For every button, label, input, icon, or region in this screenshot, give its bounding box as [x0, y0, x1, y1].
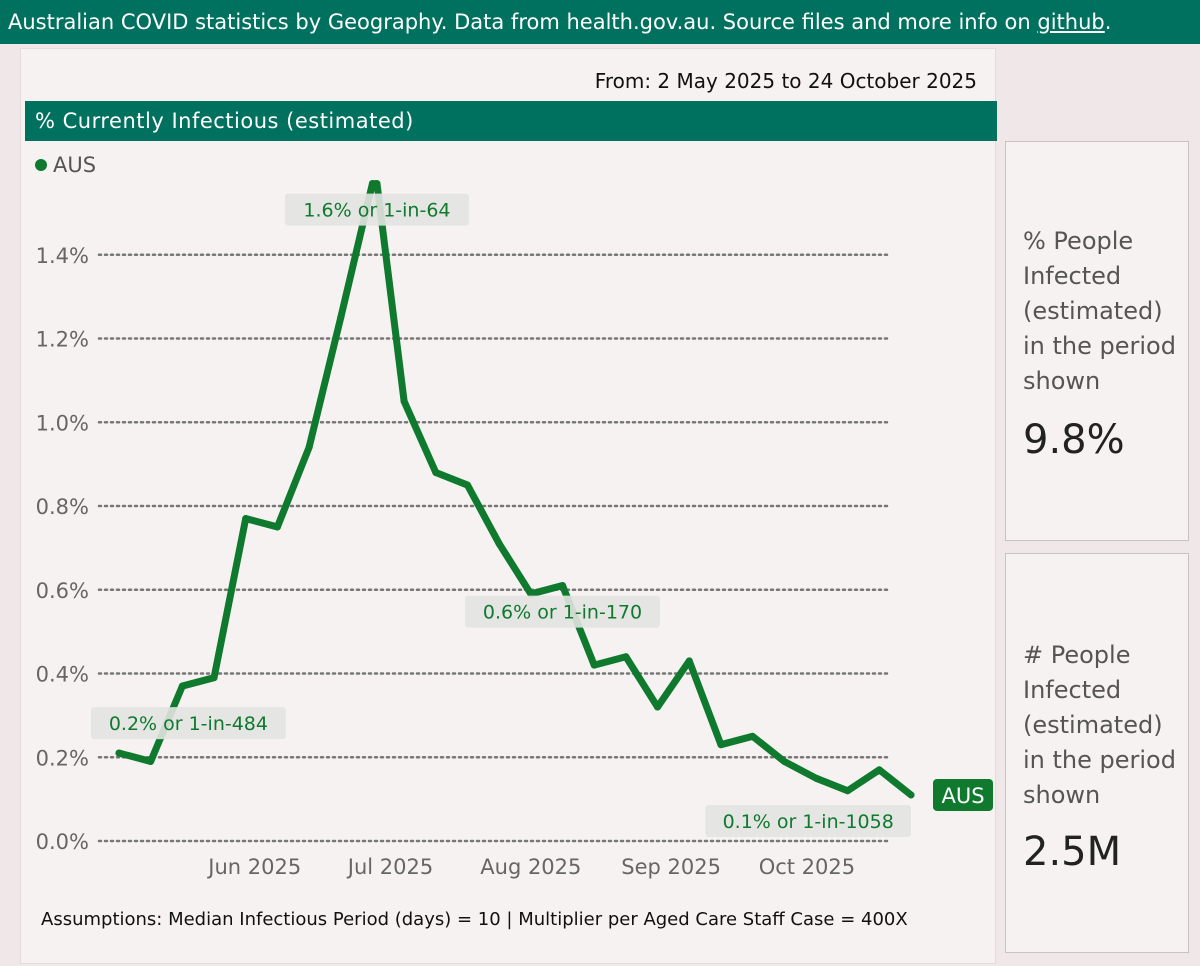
data-point — [622, 653, 630, 661]
y-tick-label: 0.2% — [36, 746, 89, 770]
github-link[interactable]: github — [1037, 10, 1105, 34]
data-point — [749, 732, 757, 740]
data-point — [432, 469, 440, 476]
x-tick-label: Oct 2025 — [759, 855, 855, 879]
data-point — [373, 180, 381, 188]
kpi-value: 2.5M — [1023, 829, 1122, 875]
data-point — [654, 703, 662, 711]
header-trailing: . — [1104, 10, 1112, 34]
y-tick-label: 1.0% — [36, 411, 89, 435]
kpi-value: 9.8% — [1023, 417, 1125, 463]
data-label-box — [705, 804, 911, 837]
legend-label: AUS — [53, 153, 96, 177]
data-point — [812, 774, 820, 782]
data-label-box — [465, 595, 660, 628]
chart-panel: From: 2 May 2025 to 24 October 2025 % Cu… — [20, 48, 997, 964]
kpi-card-percent-infected: % People Infected (estimated) in the per… — [1005, 141, 1189, 541]
data-point — [337, 314, 345, 322]
header-bar: Australian COVID statistics by Geography… — [0, 0, 1200, 44]
header-text: Australian COVID statistics by Geography… — [8, 10, 1038, 34]
data-point — [717, 741, 725, 749]
data-point — [210, 674, 218, 682]
assumptions-text: Assumptions: Median Infectious Period (d… — [41, 909, 908, 930]
data-point — [907, 791, 915, 799]
line-chart: 0.0% 0.2% 0.4% 0.6% 0.8% 1.0% 1.2% 1.4% Jun 2025… — [35, 153, 993, 879]
y-tick-label: 0.6% — [36, 579, 89, 603]
chart-title: % Currently Infectious (estimated) — [25, 101, 997, 141]
data-point — [305, 443, 313, 451]
x-tick-label: Jul 2025 — [346, 855, 433, 879]
kpi-card-people-infected: # People Infected (estimated) in the per… — [1005, 553, 1189, 953]
data-point — [685, 657, 693, 665]
data-point — [590, 661, 598, 669]
x-tick-label: Sep 2025 — [621, 855, 721, 879]
y-tick-label: 0.0% — [36, 830, 89, 854]
data-point — [875, 766, 883, 774]
data-label: 0.1% or 1-in-1058 — [723, 811, 894, 833]
data-point — [147, 757, 155, 765]
x-tick-label: Jun 2025 — [206, 855, 301, 879]
data-point — [400, 397, 408, 405]
x-tick-label: Aug 2025 — [480, 855, 581, 879]
data-label: 1.6% or 1-in-64 — [303, 200, 450, 222]
kpi-label: % People Infected (estimated) in the per… — [1023, 227, 1176, 395]
data-point — [273, 523, 281, 531]
data-point — [844, 787, 852, 795]
legend-marker — [35, 159, 47, 171]
y-tick-label: 0.8% — [36, 495, 89, 519]
kpi-label: # People Infected (estimated) in the per… — [1023, 641, 1176, 809]
series-line-aus — [115, 180, 915, 799]
data-label-box — [284, 193, 469, 226]
date-range-filter[interactable]: From: 2 May 2025 to 24 October 2025 — [594, 69, 977, 93]
y-tick-label: 1.2% — [36, 328, 89, 352]
data-point — [559, 582, 567, 590]
data-label: 0.2% or 1-in-484 — [109, 713, 268, 735]
series-end-badge — [933, 778, 993, 811]
data-point — [780, 757, 788, 765]
data-point — [242, 515, 250, 523]
y-tick-label: 0.4% — [36, 663, 89, 687]
data-label: 0.6% or 1-in-170 — [483, 602, 642, 624]
data-point — [115, 749, 123, 757]
series-end-label: AUS — [941, 784, 984, 808]
data-point — [463, 481, 471, 489]
data-label-box — [91, 707, 286, 740]
data-point — [495, 540, 503, 548]
data-point — [178, 682, 186, 690]
y-tick-label: 1.4% — [36, 244, 89, 268]
